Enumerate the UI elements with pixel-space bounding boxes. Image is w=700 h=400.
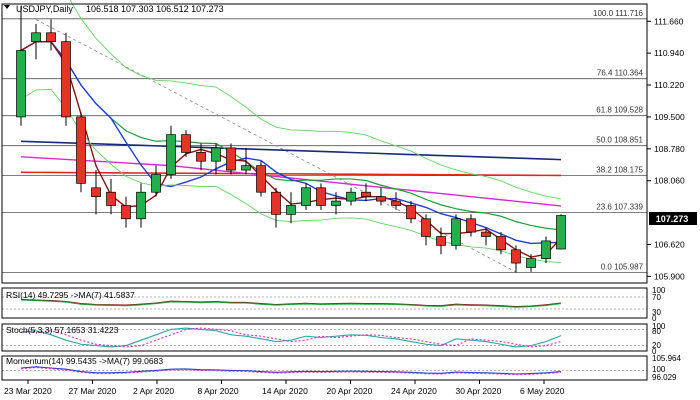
y-tick-label: 105.900 [654,271,685,281]
candle-body [451,218,461,246]
stoch-level-label: 20 [652,341,661,350]
candle-body [316,187,326,206]
y-tick-label: 109.500 [654,112,685,122]
fib-level-label: 100.0 111.716 [593,9,644,18]
fibonacci-levels: 100.0 111.716 76.4 110.364 61.8 109.528 50.… [2,9,647,273]
candle-body [136,191,146,220]
momentum-level-label: 105.964 [652,354,681,363]
candle-body [301,187,311,206]
candle-body [16,50,26,118]
candle-body [166,134,176,175]
x-tick-label: 24 Apr 2020 [391,386,437,396]
x-tick-label: 14 Apr 2020 [262,386,308,396]
fib-level-label: 23.6 107.339 [596,203,643,212]
band-upper [69,0,562,200]
ma-magenta [20,156,562,207]
candle-body [526,258,536,268]
y-tick-label: 108.060 [654,176,685,186]
candle-body [196,152,206,162]
stoch-level-label: 100 [652,322,666,331]
x-tick-label: 2 Apr 2020 [133,386,174,396]
candle-body [61,41,71,118]
last-price-tag [649,212,697,225]
x-tick-label: 20 Apr 2020 [327,386,373,396]
stoch-main-line [20,327,562,348]
instrument-title: USDJPY,Daily [16,4,73,14]
momentum-line [20,366,562,375]
rsi-level-label: 30 [652,308,661,317]
candle-body [46,32,56,42]
momentum-label: Momentum(14) 99.5435 ->MA(7) 99.0683 [6,356,163,366]
momentum-level-label: 96.029 [652,373,677,382]
candle-body [376,196,386,202]
rsi-line [20,298,562,308]
axes-layer: 111.660 110.940 110.220 109.500 108.780 108.0… [1,3,685,396]
x-tick-label: 23 Mar 2020 [4,386,52,396]
collapse-arrow-icon[interactable] [4,5,10,9]
indicator-panes [2,296,647,376]
stoch-level-label: 0 [652,347,657,356]
rsi-ma-line [20,299,562,308]
y-tick-label: 111.660 [654,16,684,26]
y-tick-label: 110.940 [654,48,684,58]
rsi-label: RSI(14) 49.7295 ->MA(7) 41.5837 [6,290,135,300]
last-price-value: 107.273 [656,214,689,224]
candle-body [556,215,566,250]
rsi-level-label: 0 [652,314,657,323]
candle-body [31,32,41,42]
fib-level-label: 61.8 109.528 [596,106,643,115]
fib-level-label: 38.2 108.175 [596,166,643,175]
candle-body [421,218,431,237]
candle-body [496,236,506,251]
x-tick-label: 30 Apr 2020 [456,386,502,396]
ma-long-navy [20,140,562,161]
candle-body [271,191,281,215]
candlestick-series [16,6,566,273]
candle-body [481,231,491,237]
ohlc-readout: 106.518 107.303 106.512 107.273 [86,4,224,14]
fib-level-label: 50.0 108.851 [596,136,643,145]
candle-body [121,205,131,220]
momentum-level-label: 100 [652,365,666,374]
candle-body [256,165,266,193]
rsi-level-label: 70 [652,293,661,302]
candle-body [91,187,101,197]
stoch-label: Stoch(5,3,3) 57.1653 31.4223 [6,325,119,335]
indicator-pane-frame [1,355,648,381]
candle-body [181,134,191,153]
candle-body [226,147,236,171]
candle-body [331,200,341,206]
candle-body [241,165,251,171]
candle-body [76,116,86,184]
candle-body [436,236,446,246]
rsi-level-label: 100 [652,286,666,295]
candle-body [346,191,356,202]
main-pane-frame [1,3,648,284]
candle-body [466,218,476,233]
fib-level-label: 76.4 110.364 [597,69,644,78]
indicator-pane-frame [1,287,648,319]
x-tick-label: 6 May 2020 [520,386,565,396]
x-tick-label: 8 Apr 2020 [198,386,239,396]
candle-body [211,147,221,162]
ma-long-red [20,171,562,177]
y-tick-label: 110.220 [654,80,684,90]
stoch-signal-line [21,327,562,348]
candle-body [511,249,521,264]
indicator-pane-frame [1,323,648,352]
candle-body [541,240,551,259]
candle-body [361,191,371,197]
candle-body [106,191,116,206]
y-tick-label: 106.620 [654,239,685,249]
candle-body [406,205,416,220]
x-tick-label: 27 Mar 2020 [69,386,117,396]
candle-body [286,205,296,215]
y-tick-label: 108.780 [654,144,685,154]
candle-body [391,200,401,206]
fib-level-label: 0.0 105.987 [601,263,644,272]
candle-body [151,174,161,193]
stoch-level-label: 80 [652,327,661,336]
